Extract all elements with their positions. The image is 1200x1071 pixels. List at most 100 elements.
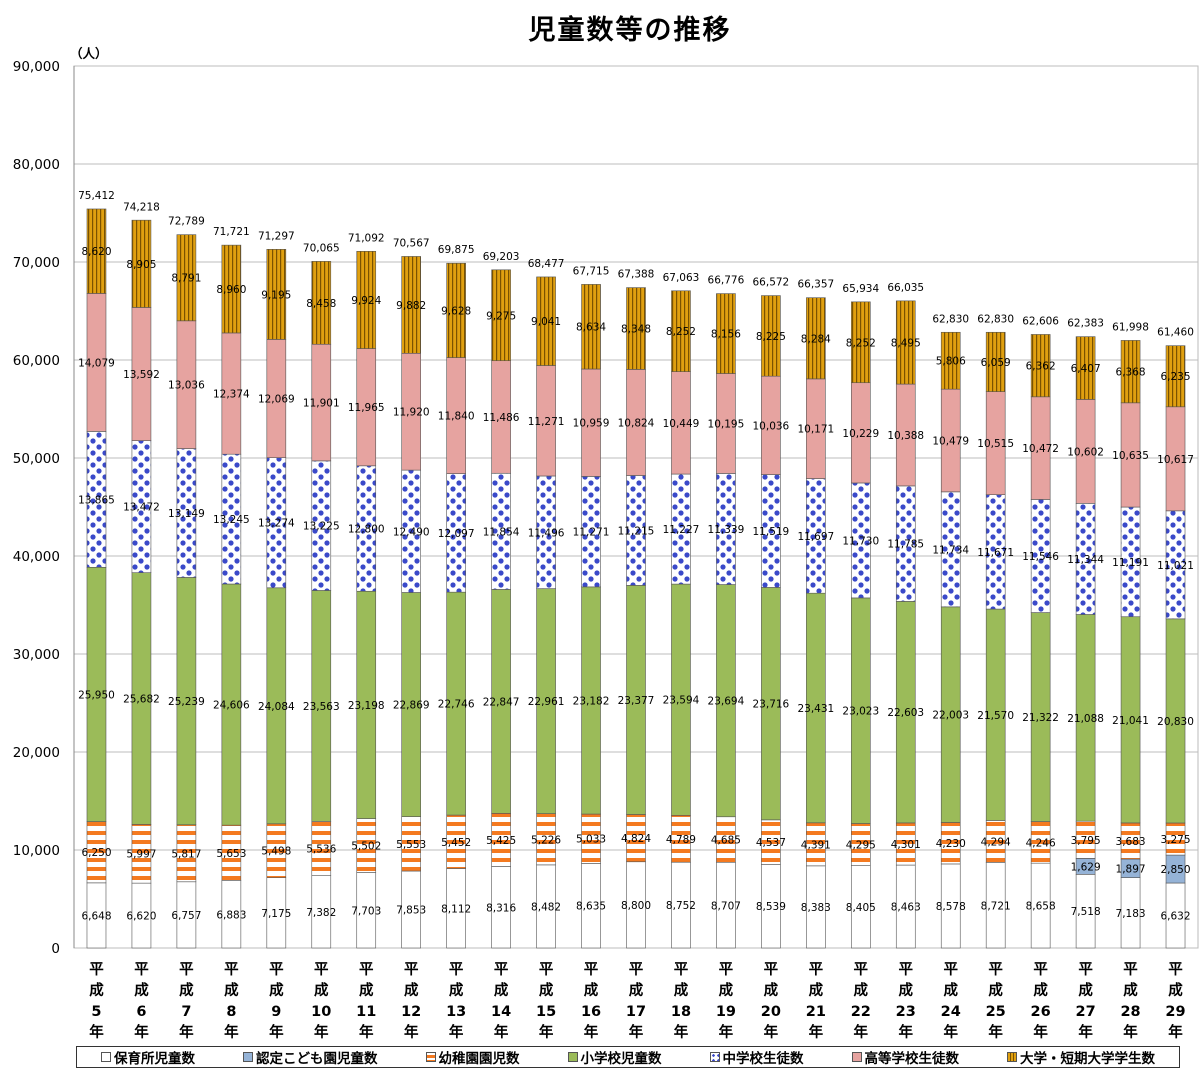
- bar-segment: [850, 301, 871, 384]
- data-label: 8,405: [846, 902, 876, 914]
- legend-label: 小学校児童数: [580, 1051, 662, 1067]
- data-label: 8,578: [936, 901, 966, 913]
- bar-segment: [131, 219, 152, 308]
- bar-segment: [940, 331, 961, 390]
- x-tick-label: 平: [943, 961, 958, 978]
- x-tick-label: 成: [269, 981, 284, 999]
- x-tick-label: 8: [226, 1004, 236, 1020]
- y-tick-label: 40,000: [13, 549, 60, 565]
- data-label: 9,924: [351, 295, 381, 307]
- data-label: 12,800: [348, 524, 385, 536]
- data-label: 23,431: [797, 703, 834, 715]
- legend-item: 小学校児童数: [567, 1047, 662, 1067]
- legend-swatch: [243, 1052, 253, 1062]
- legend-item: 保育所児童数: [101, 1047, 195, 1067]
- x-tick-label: 年: [764, 1023, 779, 1041]
- data-label: 11,785: [887, 539, 924, 551]
- total-label: 67,063: [663, 272, 700, 284]
- legend-label: 大学・短期大学学生数: [1020, 1051, 1155, 1067]
- bar-segment: [266, 249, 287, 340]
- x-tick-label: 平: [539, 961, 554, 978]
- data-label: 22,746: [438, 699, 475, 711]
- data-label: 12,490: [393, 526, 430, 538]
- data-label: 8,635: [576, 901, 606, 913]
- data-label: 5,226: [531, 834, 561, 846]
- bar-segment: [581, 284, 601, 370]
- data-label: 8,960: [216, 284, 246, 296]
- data-label: 9,195: [261, 289, 291, 301]
- x-tick-label: 平: [449, 961, 464, 978]
- x-tick-label: 6: [136, 1004, 146, 1020]
- x-tick-label: 15: [536, 1004, 556, 1020]
- x-tick-label: 年: [449, 1023, 464, 1041]
- total-label: 62,383: [1067, 318, 1104, 330]
- legend-swatch: [567, 1052, 578, 1062]
- bar-segment: [536, 276, 556, 366]
- data-label: 11,730: [842, 535, 879, 547]
- x-tick-label: 23: [896, 1004, 916, 1020]
- data-label: 23,023: [842, 706, 879, 718]
- x-tick-label: 年: [629, 1023, 644, 1041]
- data-label: 8,458: [306, 298, 336, 310]
- data-label: 5,997: [126, 849, 156, 861]
- x-tick-label: 成: [224, 981, 239, 999]
- legend: 保育所児童数 認定こども園児童数 幼稚園園児数 小学校児童数 中学校生徒数 高等学校生徒数…: [76, 1046, 1180, 1068]
- data-label: 13,865: [78, 494, 115, 506]
- data-label: 22,869: [393, 700, 430, 712]
- data-label: 4,824: [621, 833, 651, 845]
- x-tick-label: 年: [359, 1023, 374, 1041]
- x-tick-label: 平: [134, 961, 149, 978]
- data-label: 6,648: [81, 910, 111, 922]
- legend-item: 高等学校生徒数: [851, 1047, 959, 1067]
- total-label: 69,203: [483, 251, 520, 263]
- x-tick-label: 平: [629, 961, 644, 978]
- bar-segment: [446, 262, 466, 358]
- x-tick-label: 平: [494, 961, 509, 978]
- data-label: 5,806: [936, 356, 966, 368]
- x-tick-label: 年: [314, 1023, 329, 1041]
- total-label: 66,776: [708, 275, 745, 287]
- bar-segment: [985, 331, 1006, 392]
- bar-segment: [806, 297, 826, 380]
- data-label: 4,685: [711, 835, 741, 847]
- data-label: 3,795: [1071, 835, 1101, 847]
- x-tick-label: 28: [1120, 1004, 1140, 1020]
- data-label: 5,553: [396, 839, 426, 851]
- legend-label: 認定こども園児童数: [256, 1051, 378, 1067]
- x-tick-label: 成: [988, 981, 1003, 999]
- data-label: 9,628: [441, 305, 471, 317]
- x-tick-label: 19: [716, 1004, 736, 1020]
- x-tick-label: 成: [1078, 981, 1093, 999]
- x-tick-label: 平: [854, 961, 869, 978]
- data-label: 5,502: [351, 841, 381, 853]
- data-label: 4,295: [846, 840, 876, 852]
- data-label: 11,215: [618, 525, 655, 537]
- data-label: 23,198: [348, 700, 385, 712]
- data-label: 12,374: [213, 389, 250, 401]
- data-label: 8,620: [81, 246, 111, 258]
- data-label: 7,853: [396, 905, 426, 917]
- x-tick-label: 7: [181, 1004, 191, 1020]
- y-tick-label: 0: [51, 941, 60, 957]
- y-tick-label: 80,000: [13, 157, 60, 173]
- bar-segment: [356, 250, 377, 349]
- x-tick-label: 22: [851, 1004, 871, 1020]
- x-tick-label: 年: [89, 1023, 104, 1041]
- data-label: 5,536: [306, 844, 336, 856]
- bar-segment: [176, 234, 197, 322]
- total-label: 66,572: [753, 277, 790, 289]
- x-tick-label: 平: [584, 961, 599, 978]
- x-tick-label: 18: [671, 1004, 691, 1020]
- bar-segment: [1165, 345, 1186, 408]
- data-label: 8,463: [891, 902, 921, 914]
- data-label: 11,227: [663, 524, 700, 536]
- data-label: 21,088: [1067, 713, 1104, 725]
- data-label: 10,171: [797, 424, 834, 436]
- x-tick-label: 26: [1031, 1004, 1051, 1020]
- x-tick-label: 11: [356, 1004, 376, 1020]
- data-label: 6,620: [126, 911, 156, 923]
- x-tick-label: 成: [179, 981, 194, 999]
- bar-segment: [626, 287, 646, 370]
- legend-label: 保育所児童数: [114, 1051, 195, 1067]
- bar-segment: [1030, 334, 1051, 398]
